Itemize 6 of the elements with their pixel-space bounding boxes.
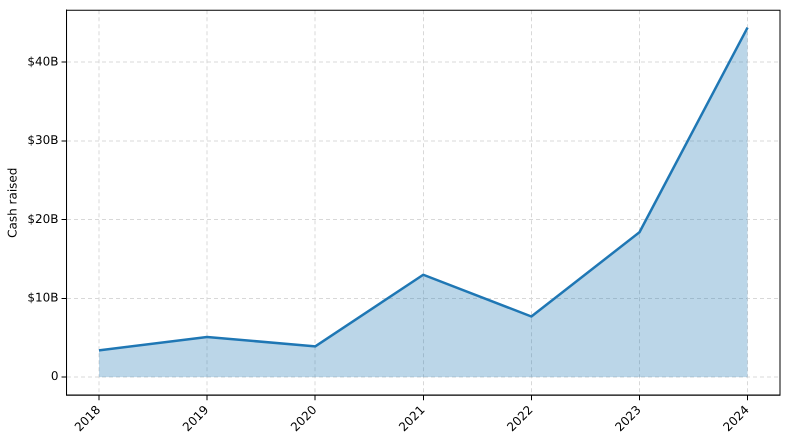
y-tick-label: $20B: [27, 212, 59, 226]
y-tick-label: $10B: [27, 290, 59, 304]
y-axis-title: Cash raised: [5, 168, 20, 238]
y-tick-label: 0: [50, 369, 59, 384]
y-tick-label: $40B: [27, 54, 59, 68]
y-tick-label: $30B: [27, 133, 59, 148]
